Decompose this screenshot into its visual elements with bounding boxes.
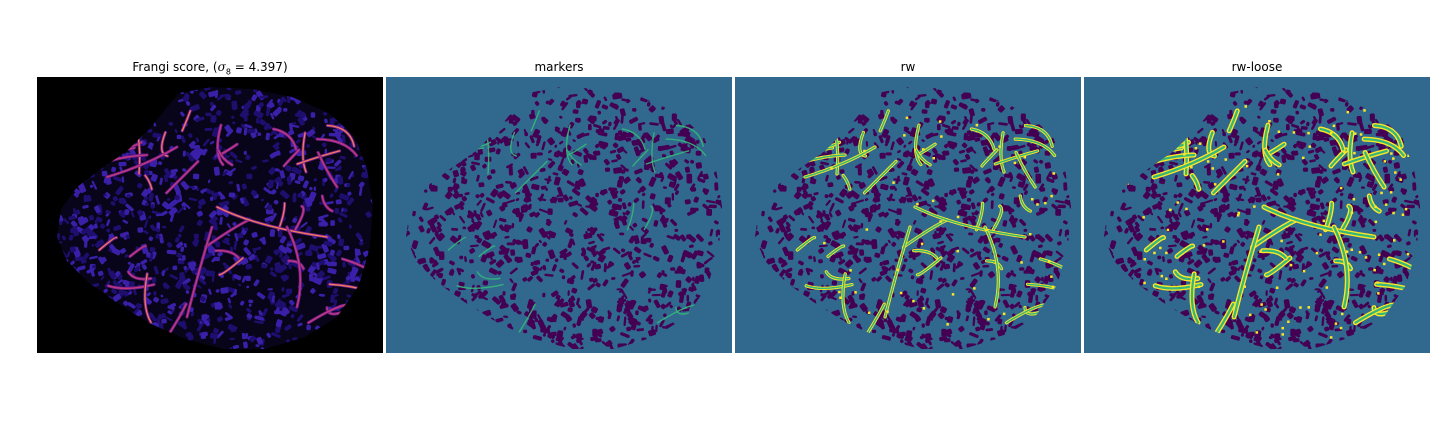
title-prefix: Frangi score, ( — [132, 60, 218, 74]
frangi-image-panel — [37, 77, 383, 353]
panel-title-rw: rw — [900, 60, 916, 74]
markers-image-panel — [386, 77, 732, 353]
title-suffix: = 4.397) — [230, 60, 288, 74]
rw-image — [735, 77, 1081, 353]
panel-title-rw-loose: rw-loose — [1231, 60, 1283, 74]
rw-loose-image — [1084, 77, 1430, 353]
sigma-subscript: 8 — [225, 67, 231, 77]
frangi-image — [37, 77, 383, 353]
rw-image-panel — [735, 77, 1081, 353]
panel-title-frangi: Frangi score, (σ8 = 4.397) — [37, 59, 383, 80]
panel-title-markers: markers — [534, 60, 584, 74]
rw-loose-image-panel — [1084, 77, 1430, 353]
markers-image — [386, 77, 732, 353]
sigma-symbol: σ — [217, 60, 226, 74]
